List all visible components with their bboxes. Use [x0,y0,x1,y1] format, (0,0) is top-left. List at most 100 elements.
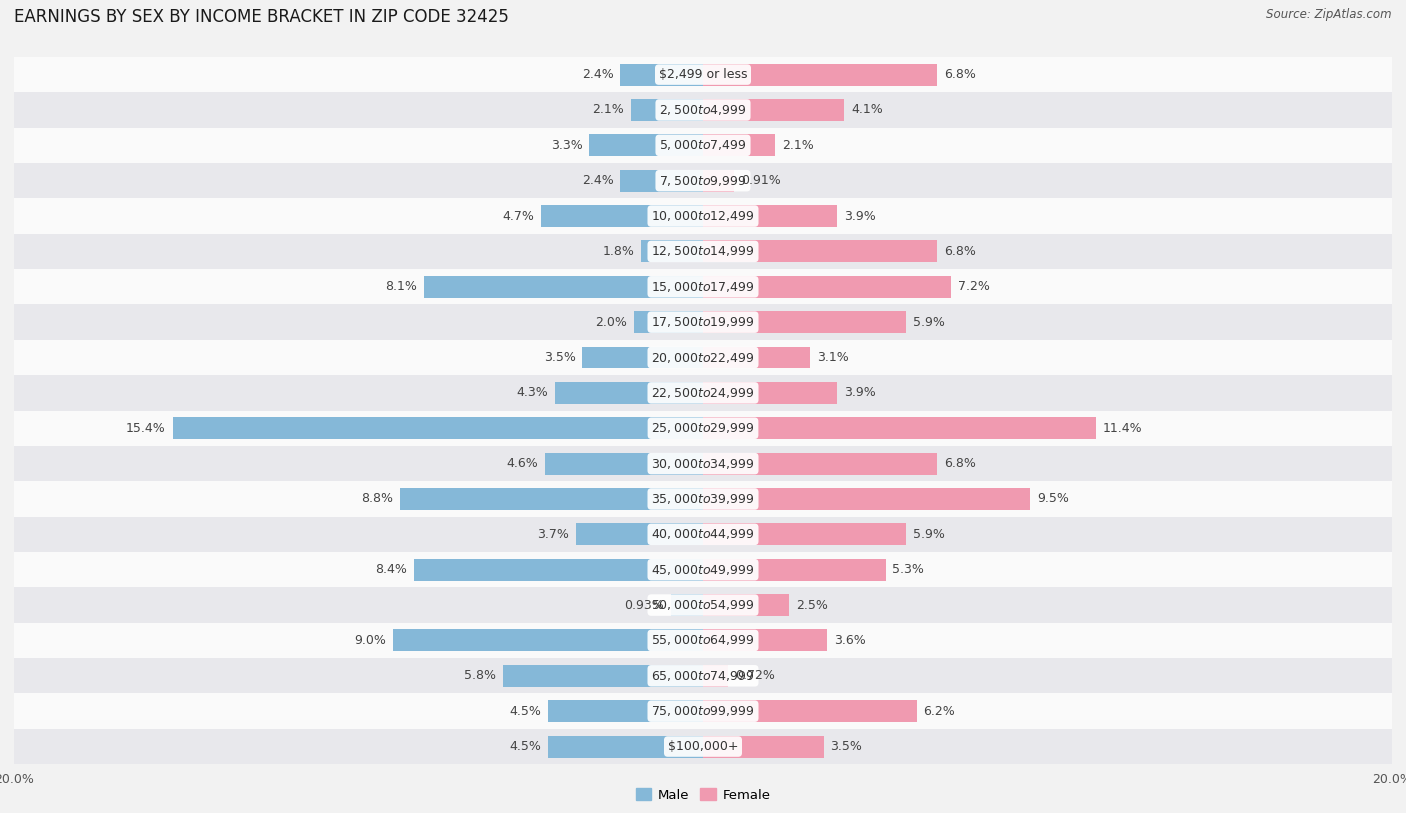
Text: $17,500 to $19,999: $17,500 to $19,999 [651,315,755,329]
Text: $25,000 to $29,999: $25,000 to $29,999 [651,421,755,435]
Bar [703,346,810,368]
Bar [703,594,789,616]
Text: EARNINGS BY SEX BY INCOME BRACKET IN ZIP CODE 32425: EARNINGS BY SEX BY INCOME BRACKET IN ZIP… [14,8,509,26]
Bar [582,346,703,368]
Text: $5,000 to $7,499: $5,000 to $7,499 [659,138,747,152]
Bar [14,552,1392,587]
Bar [703,665,728,687]
Text: 6.8%: 6.8% [945,68,976,81]
Text: 8.1%: 8.1% [385,280,418,293]
Text: 0.93%: 0.93% [624,598,664,611]
Text: 5.9%: 5.9% [912,528,945,541]
Text: 9.0%: 9.0% [354,634,387,647]
Text: $40,000 to $44,999: $40,000 to $44,999 [651,528,755,541]
Text: 3.6%: 3.6% [834,634,866,647]
Bar [641,241,703,263]
Bar [544,453,703,475]
Bar [634,311,703,333]
Bar [703,524,907,546]
Bar [503,665,703,687]
Text: $45,000 to $49,999: $45,000 to $49,999 [651,563,755,576]
Text: 5.3%: 5.3% [893,563,924,576]
Bar [620,170,703,192]
Text: 4.7%: 4.7% [502,210,534,223]
Text: 3.5%: 3.5% [544,351,575,364]
Bar [14,623,1392,658]
Text: 6.8%: 6.8% [945,245,976,258]
Text: 4.6%: 4.6% [506,457,537,470]
Bar [671,594,703,616]
Bar [14,517,1392,552]
Bar [631,99,703,121]
Bar [703,99,844,121]
Bar [14,92,1392,128]
Text: 4.5%: 4.5% [509,740,541,753]
Text: 2.5%: 2.5% [796,598,828,611]
Bar [14,446,1392,481]
Bar [703,170,734,192]
Text: 11.4%: 11.4% [1102,422,1142,435]
Text: 5.9%: 5.9% [912,315,945,328]
Bar [703,241,938,263]
Bar [555,382,703,404]
Text: 5.8%: 5.8% [464,669,496,682]
Bar [548,736,703,758]
Text: $22,500 to $24,999: $22,500 to $24,999 [651,386,755,400]
Bar [14,375,1392,411]
Bar [541,205,703,227]
Text: 2.1%: 2.1% [782,139,814,152]
Bar [703,205,838,227]
Bar [703,417,1095,439]
Bar [14,693,1392,729]
Text: $50,000 to $54,999: $50,000 to $54,999 [651,598,755,612]
Bar [14,659,1392,693]
Text: $15,000 to $17,499: $15,000 to $17,499 [651,280,755,293]
Text: 6.2%: 6.2% [924,705,955,718]
Bar [14,304,1392,340]
Bar [703,63,938,85]
Text: 2.0%: 2.0% [595,315,627,328]
Bar [703,382,838,404]
Bar [703,311,907,333]
Text: $55,000 to $64,999: $55,000 to $64,999 [651,633,755,647]
Text: $35,000 to $39,999: $35,000 to $39,999 [651,492,755,506]
Bar [703,559,886,580]
Text: 0.91%: 0.91% [741,174,780,187]
Text: $65,000 to $74,999: $65,000 to $74,999 [651,669,755,683]
Text: 6.8%: 6.8% [945,457,976,470]
Text: 2.1%: 2.1% [592,103,624,116]
Text: 3.9%: 3.9% [844,386,876,399]
Bar [703,276,950,298]
Text: $10,000 to $12,499: $10,000 to $12,499 [651,209,755,223]
Bar [399,488,703,510]
Bar [392,629,703,651]
Text: 4.5%: 4.5% [509,705,541,718]
Bar [14,411,1392,446]
Bar [548,700,703,722]
Bar [703,736,824,758]
Legend: Male, Female: Male, Female [630,783,776,807]
Bar [413,559,703,580]
Bar [14,269,1392,304]
Bar [14,128,1392,163]
Text: 8.8%: 8.8% [361,493,392,506]
Text: $2,500 to $4,999: $2,500 to $4,999 [659,103,747,117]
Text: 4.3%: 4.3% [516,386,548,399]
Text: 3.5%: 3.5% [831,740,862,753]
Bar [14,729,1392,764]
Text: 9.5%: 9.5% [1038,493,1069,506]
Text: 1.8%: 1.8% [602,245,634,258]
Text: 15.4%: 15.4% [127,422,166,435]
Text: 3.3%: 3.3% [551,139,582,152]
Bar [575,524,703,546]
Bar [703,134,775,156]
Text: 0.72%: 0.72% [735,669,775,682]
Bar [703,629,827,651]
Text: 8.4%: 8.4% [375,563,406,576]
Text: 2.4%: 2.4% [582,68,613,81]
Bar [589,134,703,156]
Bar [14,57,1392,92]
Text: 3.1%: 3.1% [817,351,848,364]
Text: 4.1%: 4.1% [851,103,883,116]
Bar [425,276,703,298]
